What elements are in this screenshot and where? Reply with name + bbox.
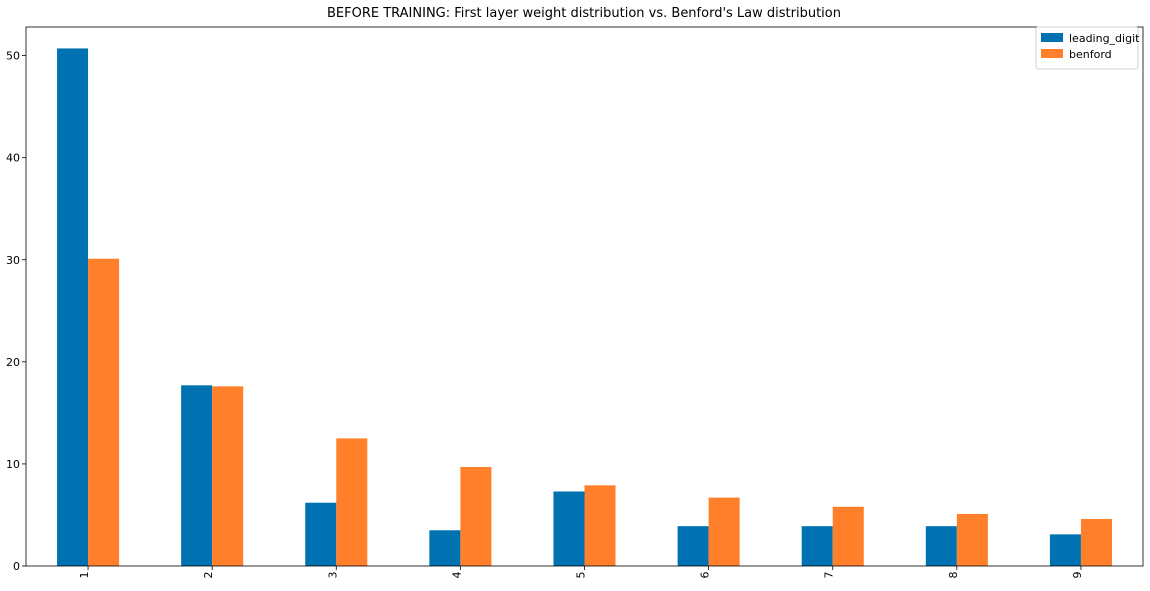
bar-benford-1 [88, 258, 120, 566]
bar-benford-9 [1080, 519, 1112, 566]
bar-leading_digit-2 [181, 385, 213, 566]
x-tick-label: 6 [699, 572, 712, 579]
bar-benford-8 [956, 513, 988, 566]
x-tick-label: 2 [202, 572, 215, 579]
x-tick-label: 4 [450, 572, 463, 579]
bar-leading_digit-7 [801, 526, 833, 566]
y-tick-label: 40 [6, 152, 20, 165]
bar-benford-7 [832, 506, 864, 566]
bar-leading_digit-8 [925, 526, 957, 566]
bar-benford-4 [460, 466, 492, 566]
bar-leading_digit-6 [677, 526, 709, 566]
bar-leading_digit-9 [1049, 534, 1081, 566]
bar-leading_digit-3 [305, 502, 337, 566]
bars-layer [57, 48, 1112, 566]
x-tick-label: 8 [947, 572, 960, 579]
bar-leading_digit-1 [57, 48, 89, 566]
legend-label-benford: benford [1069, 48, 1112, 61]
legend-swatch-leading_digit [1041, 33, 1063, 42]
bar-benford-2 [212, 386, 244, 566]
legend-swatch-benford [1041, 49, 1063, 58]
bar-benford-5 [584, 485, 616, 566]
axes-layer: 0 10 20 30 40 50 1 2 3 4 5 6 7 8 9 [6, 26, 1144, 579]
bar-benford-3 [336, 438, 368, 566]
bar-benford-6 [708, 497, 740, 566]
x-tick-label: 5 [575, 572, 588, 579]
legend-label-leading_digit: leading_digit [1069, 32, 1140, 45]
y-tick-label: 50 [6, 50, 20, 63]
x-tick-label: 9 [1071, 572, 1084, 579]
chart-title: BEFORE TRAINING: First layer weight dist… [327, 6, 841, 21]
y-tick-label: 20 [6, 356, 20, 369]
y-tick-label: 30 [6, 254, 20, 267]
y-tick-label: 0 [13, 560, 20, 573]
x-tick-label: 3 [326, 572, 339, 579]
y-tick-label: 10 [6, 458, 20, 471]
bar-leading_digit-4 [429, 530, 461, 566]
bar-leading_digit-5 [553, 491, 585, 566]
x-tick-label: 7 [823, 572, 836, 579]
x-tick-label: 1 [78, 572, 91, 579]
